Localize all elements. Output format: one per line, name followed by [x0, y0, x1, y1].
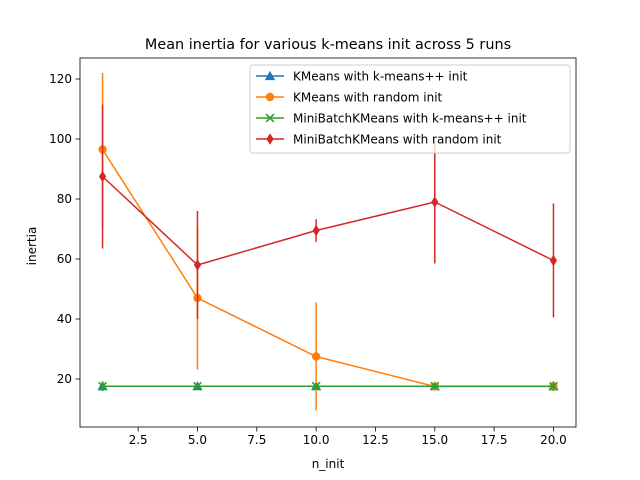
x-tick-label: 17.5: [481, 433, 508, 447]
x-tick-label: 7.5: [247, 433, 266, 447]
legend-marker: [264, 70, 276, 81]
y-axis-label: inertia: [25, 227, 39, 266]
legend-label: KMeans with random init: [293, 91, 443, 105]
legend-marker: [266, 133, 274, 145]
data-point: [549, 254, 558, 267]
data-point: [98, 381, 108, 391]
legend: KMeans with k-means++ init KMeans with ra…: [249, 64, 571, 154]
legend-marker: [265, 92, 275, 102]
data-point: [193, 259, 202, 271]
legend-item: MiniBatchKMeans with random init: [256, 133, 502, 147]
legend-label: MiniBatchKMeans with random init: [293, 133, 502, 147]
legend-item: KMeans with k-means++ init: [256, 70, 468, 84]
y-tick-label: 80: [57, 192, 72, 206]
y-tick-label: 20: [57, 372, 72, 386]
chart-title: Mean inertia for various k-means init ac…: [145, 37, 511, 53]
x-tick-label: 5.0: [188, 433, 207, 447]
series-line: [102, 175, 554, 266]
x-tick-label: 15.0: [421, 433, 448, 447]
data-point: [193, 381, 202, 391]
x-tick-label: 12.5: [362, 433, 389, 447]
legend-item: KMeans with random init: [256, 91, 443, 105]
legend-marker: [265, 113, 275, 123]
plot-area: [79, 57, 577, 428]
data-point: [431, 196, 439, 208]
legend-label: MiniBatchKMeans with k-means++ init: [293, 112, 527, 126]
legend-label: KMeans with k-means++ init: [293, 70, 468, 84]
y-tick-label: 60: [57, 252, 72, 266]
legend-item: MiniBatchKMeans with k-means++ init: [256, 112, 527, 126]
data-point: [430, 381, 440, 391]
series-line: [101, 149, 554, 388]
data-point: [98, 170, 107, 183]
x-tick-label: 20.0: [540, 433, 567, 447]
data-point: [311, 381, 321, 391]
y-tick-label: 120: [49, 72, 72, 86]
x-tick-label: 10.0: [303, 433, 330, 447]
data-point: [548, 381, 558, 391]
data-point: [311, 352, 321, 361]
y-tick-label: 40: [57, 312, 72, 326]
axes-frame: [79, 57, 577, 428]
x-axis-label: n_init: [312, 457, 345, 471]
legend-box: [249, 64, 571, 154]
data-point: [312, 224, 320, 237]
y-axis: 20 40 60 80 100 120: [49, 72, 80, 386]
series-4: [98, 104, 558, 319]
y-tick-label: 100: [49, 132, 72, 146]
series-3: [98, 381, 558, 391]
x-axis: 2.5 5.0 7.5 10.0 12.5 15.0 17.5 20.0: [129, 427, 567, 447]
x-tick-label: 2.5: [129, 433, 148, 447]
